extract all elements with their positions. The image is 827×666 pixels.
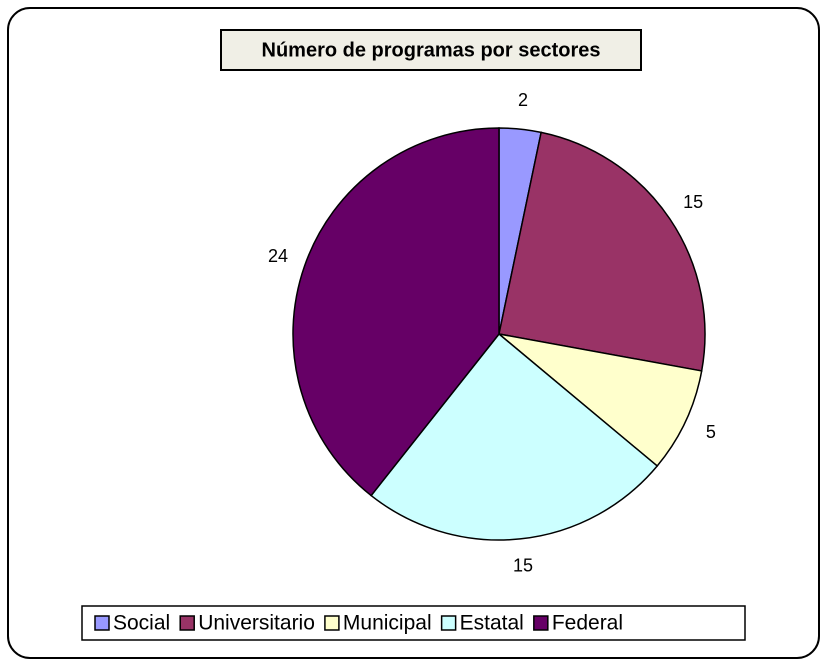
legend-swatch: [533, 615, 549, 631]
data-label: 15: [513, 556, 533, 576]
pie-slice: [498, 131, 706, 372]
data-label: 2: [518, 90, 528, 110]
legend-label: Estatal: [460, 612, 524, 635]
legend-swatch: [324, 615, 340, 631]
title-box: [220, 29, 642, 71]
legend: Social Universitario Municipal Estatal Feder…: [94, 612, 623, 635]
legend-label: Universitario: [198, 612, 315, 635]
legend-label: Municipal: [343, 612, 432, 635]
pie-slice: [496, 332, 703, 468]
legend-label: Social: [113, 612, 170, 635]
pie: 2 15 5 15 24: [268, 90, 716, 576]
pie-slice: [292, 127, 500, 497]
legend-label: Federal: [552, 612, 623, 635]
pie-slice: [370, 332, 659, 541]
legend-swatch: [179, 615, 195, 631]
data-label: 15: [683, 192, 703, 212]
data-label: 5: [706, 422, 716, 442]
legend-swatch: [440, 615, 457, 631]
data-label: 24: [268, 246, 288, 266]
legend-swatch: [94, 615, 110, 631]
chart-title: Número de programas por sectores: [262, 39, 601, 61]
